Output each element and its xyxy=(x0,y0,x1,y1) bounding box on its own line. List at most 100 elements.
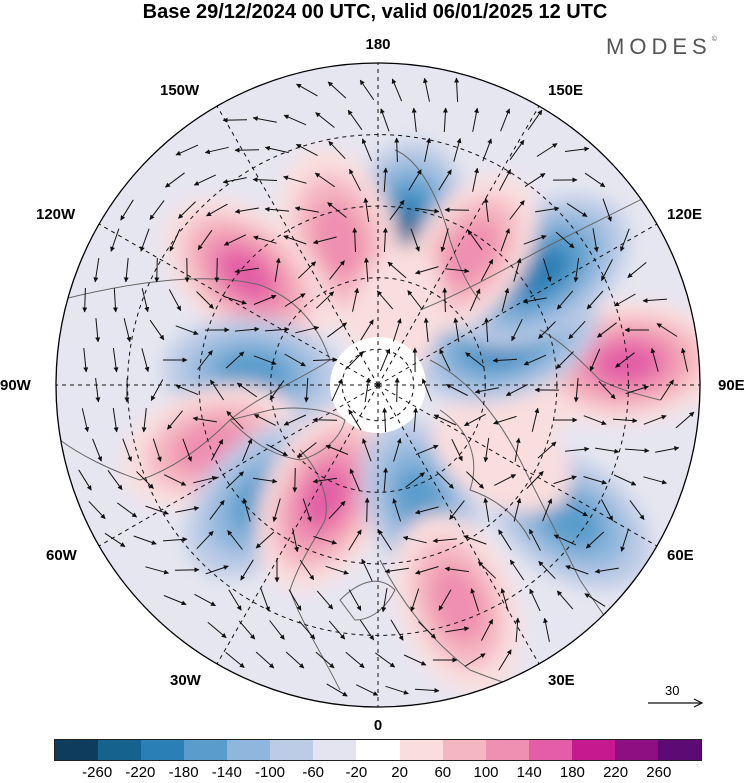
longitude-label-150e: 150E xyxy=(548,82,584,99)
wind-arrow xyxy=(383,467,389,493)
wind-arrow xyxy=(513,497,522,522)
wind-arrow xyxy=(298,620,316,640)
wind-arrow xyxy=(523,354,547,366)
wind-arrow xyxy=(595,447,620,454)
wind-arrow xyxy=(352,287,360,312)
wind-arrow xyxy=(444,566,469,573)
wind-arrow xyxy=(650,347,659,372)
longitude-label-0: 0 xyxy=(373,717,383,734)
wind-arrow xyxy=(375,652,396,668)
wind-arrow xyxy=(556,351,574,369)
wind-arrow xyxy=(480,258,494,281)
colorbar-segment xyxy=(270,740,314,760)
colorbar-tick-label: 100 xyxy=(473,764,499,781)
wind-arrow xyxy=(284,293,306,307)
colorbar-segment xyxy=(98,740,142,760)
wind-arrow xyxy=(390,619,404,641)
wind-arrow xyxy=(421,378,432,402)
colorbar-tick-label: -260 xyxy=(82,764,113,781)
wind-arrow xyxy=(327,202,347,218)
wind-arrow xyxy=(433,414,457,426)
wind-arrow xyxy=(379,348,391,372)
wind-arrow xyxy=(449,500,465,520)
longitude-label-60w: 60W xyxy=(46,547,77,564)
wind-arrow xyxy=(253,414,276,426)
wind-arrow xyxy=(136,471,154,489)
wind-arrow xyxy=(272,498,281,522)
colorbar-segment xyxy=(485,740,529,760)
wind-arrow xyxy=(283,235,307,245)
wind-arrow xyxy=(193,475,218,484)
wind-arrow xyxy=(535,206,560,213)
wind-arrow xyxy=(196,291,214,309)
wind-arrow xyxy=(360,319,374,341)
wind-arrow xyxy=(192,416,217,423)
wind-arrow xyxy=(223,295,247,305)
meridian-line xyxy=(377,384,540,665)
wind-arrow xyxy=(392,498,402,522)
meridian-line xyxy=(377,223,658,386)
wind-arrow xyxy=(255,531,275,549)
wind-arrow xyxy=(442,287,448,313)
wind-arrow xyxy=(312,236,337,245)
wind-arrow xyxy=(376,290,394,310)
wind-arrow xyxy=(348,409,362,431)
wind-arrow xyxy=(222,117,248,123)
wind-arrow xyxy=(453,317,460,342)
wind-arrow xyxy=(112,408,119,433)
wind-arrow xyxy=(328,620,346,640)
wind-arrow xyxy=(175,506,200,513)
wind-arrow xyxy=(498,529,512,551)
wind-arrow xyxy=(515,617,521,643)
wind-arrow xyxy=(381,588,388,613)
wind-arrow xyxy=(175,325,199,335)
wind-arrow xyxy=(355,684,379,696)
colorbar-segment xyxy=(442,740,486,760)
wind-arrow xyxy=(566,503,588,517)
wind-arrow xyxy=(348,589,362,611)
wind-arrow xyxy=(537,441,557,459)
wind-arrow xyxy=(204,146,229,155)
wind-arrow xyxy=(92,438,103,462)
wind-arrow xyxy=(242,497,251,522)
wind-arrow xyxy=(145,566,170,575)
wind-arrow xyxy=(602,198,612,222)
wind-arrow xyxy=(410,228,420,252)
wind-arrow xyxy=(407,290,423,310)
colorbar-segment xyxy=(614,740,658,760)
wind-arrow xyxy=(269,380,285,401)
wind-arrow xyxy=(154,257,160,283)
colorbar-tick-label: -100 xyxy=(254,764,286,781)
longitude-label-150w: 150W xyxy=(160,82,200,99)
wind-arrow xyxy=(513,257,522,282)
meridian-line xyxy=(98,384,379,547)
wind-arrow xyxy=(436,471,454,489)
wind-arrow xyxy=(295,325,320,334)
reference-vector-label: 30 xyxy=(665,683,680,698)
wind-arrow xyxy=(526,471,544,489)
wind-arrow xyxy=(141,348,150,373)
colorbar-segment xyxy=(313,740,357,760)
colorbar-segment xyxy=(399,740,443,760)
wind-arrow xyxy=(331,378,343,402)
wind-arrow xyxy=(505,384,528,396)
wind-arrow xyxy=(174,567,200,573)
wind-arrow xyxy=(627,262,647,278)
wind-arrow xyxy=(225,652,245,668)
wind-arrow xyxy=(364,377,371,402)
wind-arrow xyxy=(501,287,510,312)
colorbar-tick-label: -220 xyxy=(125,764,156,781)
wind-arrow xyxy=(361,138,372,162)
wind-arrow xyxy=(223,234,247,246)
wind-vectors xyxy=(78,77,695,697)
wind-arrow xyxy=(553,475,577,485)
wind-arrow xyxy=(477,561,497,579)
wind-arrow xyxy=(600,499,614,522)
wind-arrow xyxy=(509,559,525,581)
wind-arrow xyxy=(122,438,132,462)
longitude-label-120w: 120W xyxy=(36,206,76,223)
wind-arrow xyxy=(163,595,187,606)
wind-arrow xyxy=(383,167,388,193)
wind-arrow xyxy=(315,112,335,128)
wind-arrow xyxy=(527,109,543,131)
